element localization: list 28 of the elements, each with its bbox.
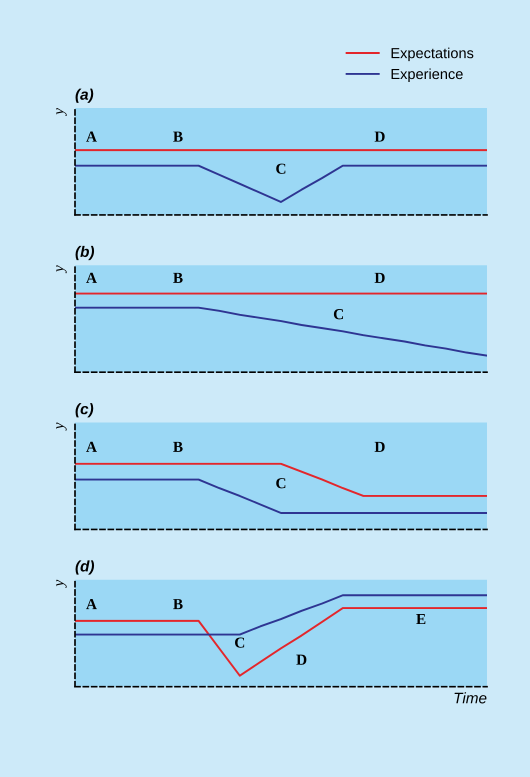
y-axis-title: y: [56, 108, 67, 116]
y-axis-title: y: [56, 422, 67, 431]
text: B: [173, 132, 183, 142]
text: D: [374, 132, 385, 142]
legend-label: Experience: [392, 68, 463, 82]
annotation: C: [235, 637, 244, 648]
chart-title: (c): [76, 403, 94, 418]
text: A: [86, 272, 97, 283]
y-axis-title: y: [56, 265, 67, 274]
y-axis-title: y: [56, 580, 67, 588]
chart-title: (d): [76, 560, 94, 575]
annotation: C: [334, 309, 344, 320]
text: D: [374, 272, 385, 283]
annotation: C: [276, 164, 286, 174]
chart-title: (a): [76, 88, 94, 103]
annotation: C: [276, 478, 286, 488]
text: B: [173, 272, 183, 283]
chart-title: (b): [76, 246, 94, 260]
legend-label: Expectations: [392, 48, 474, 62]
annotation: D: [296, 654, 306, 665]
annotation: A: [86, 598, 97, 610]
text: D: [374, 442, 385, 452]
x-axis-title: Time: [454, 692, 486, 704]
text: A: [86, 132, 97, 142]
annotation: B: [173, 599, 183, 610]
text: B: [173, 442, 183, 452]
text: A: [86, 442, 97, 452]
annotation: E: [416, 614, 426, 624]
